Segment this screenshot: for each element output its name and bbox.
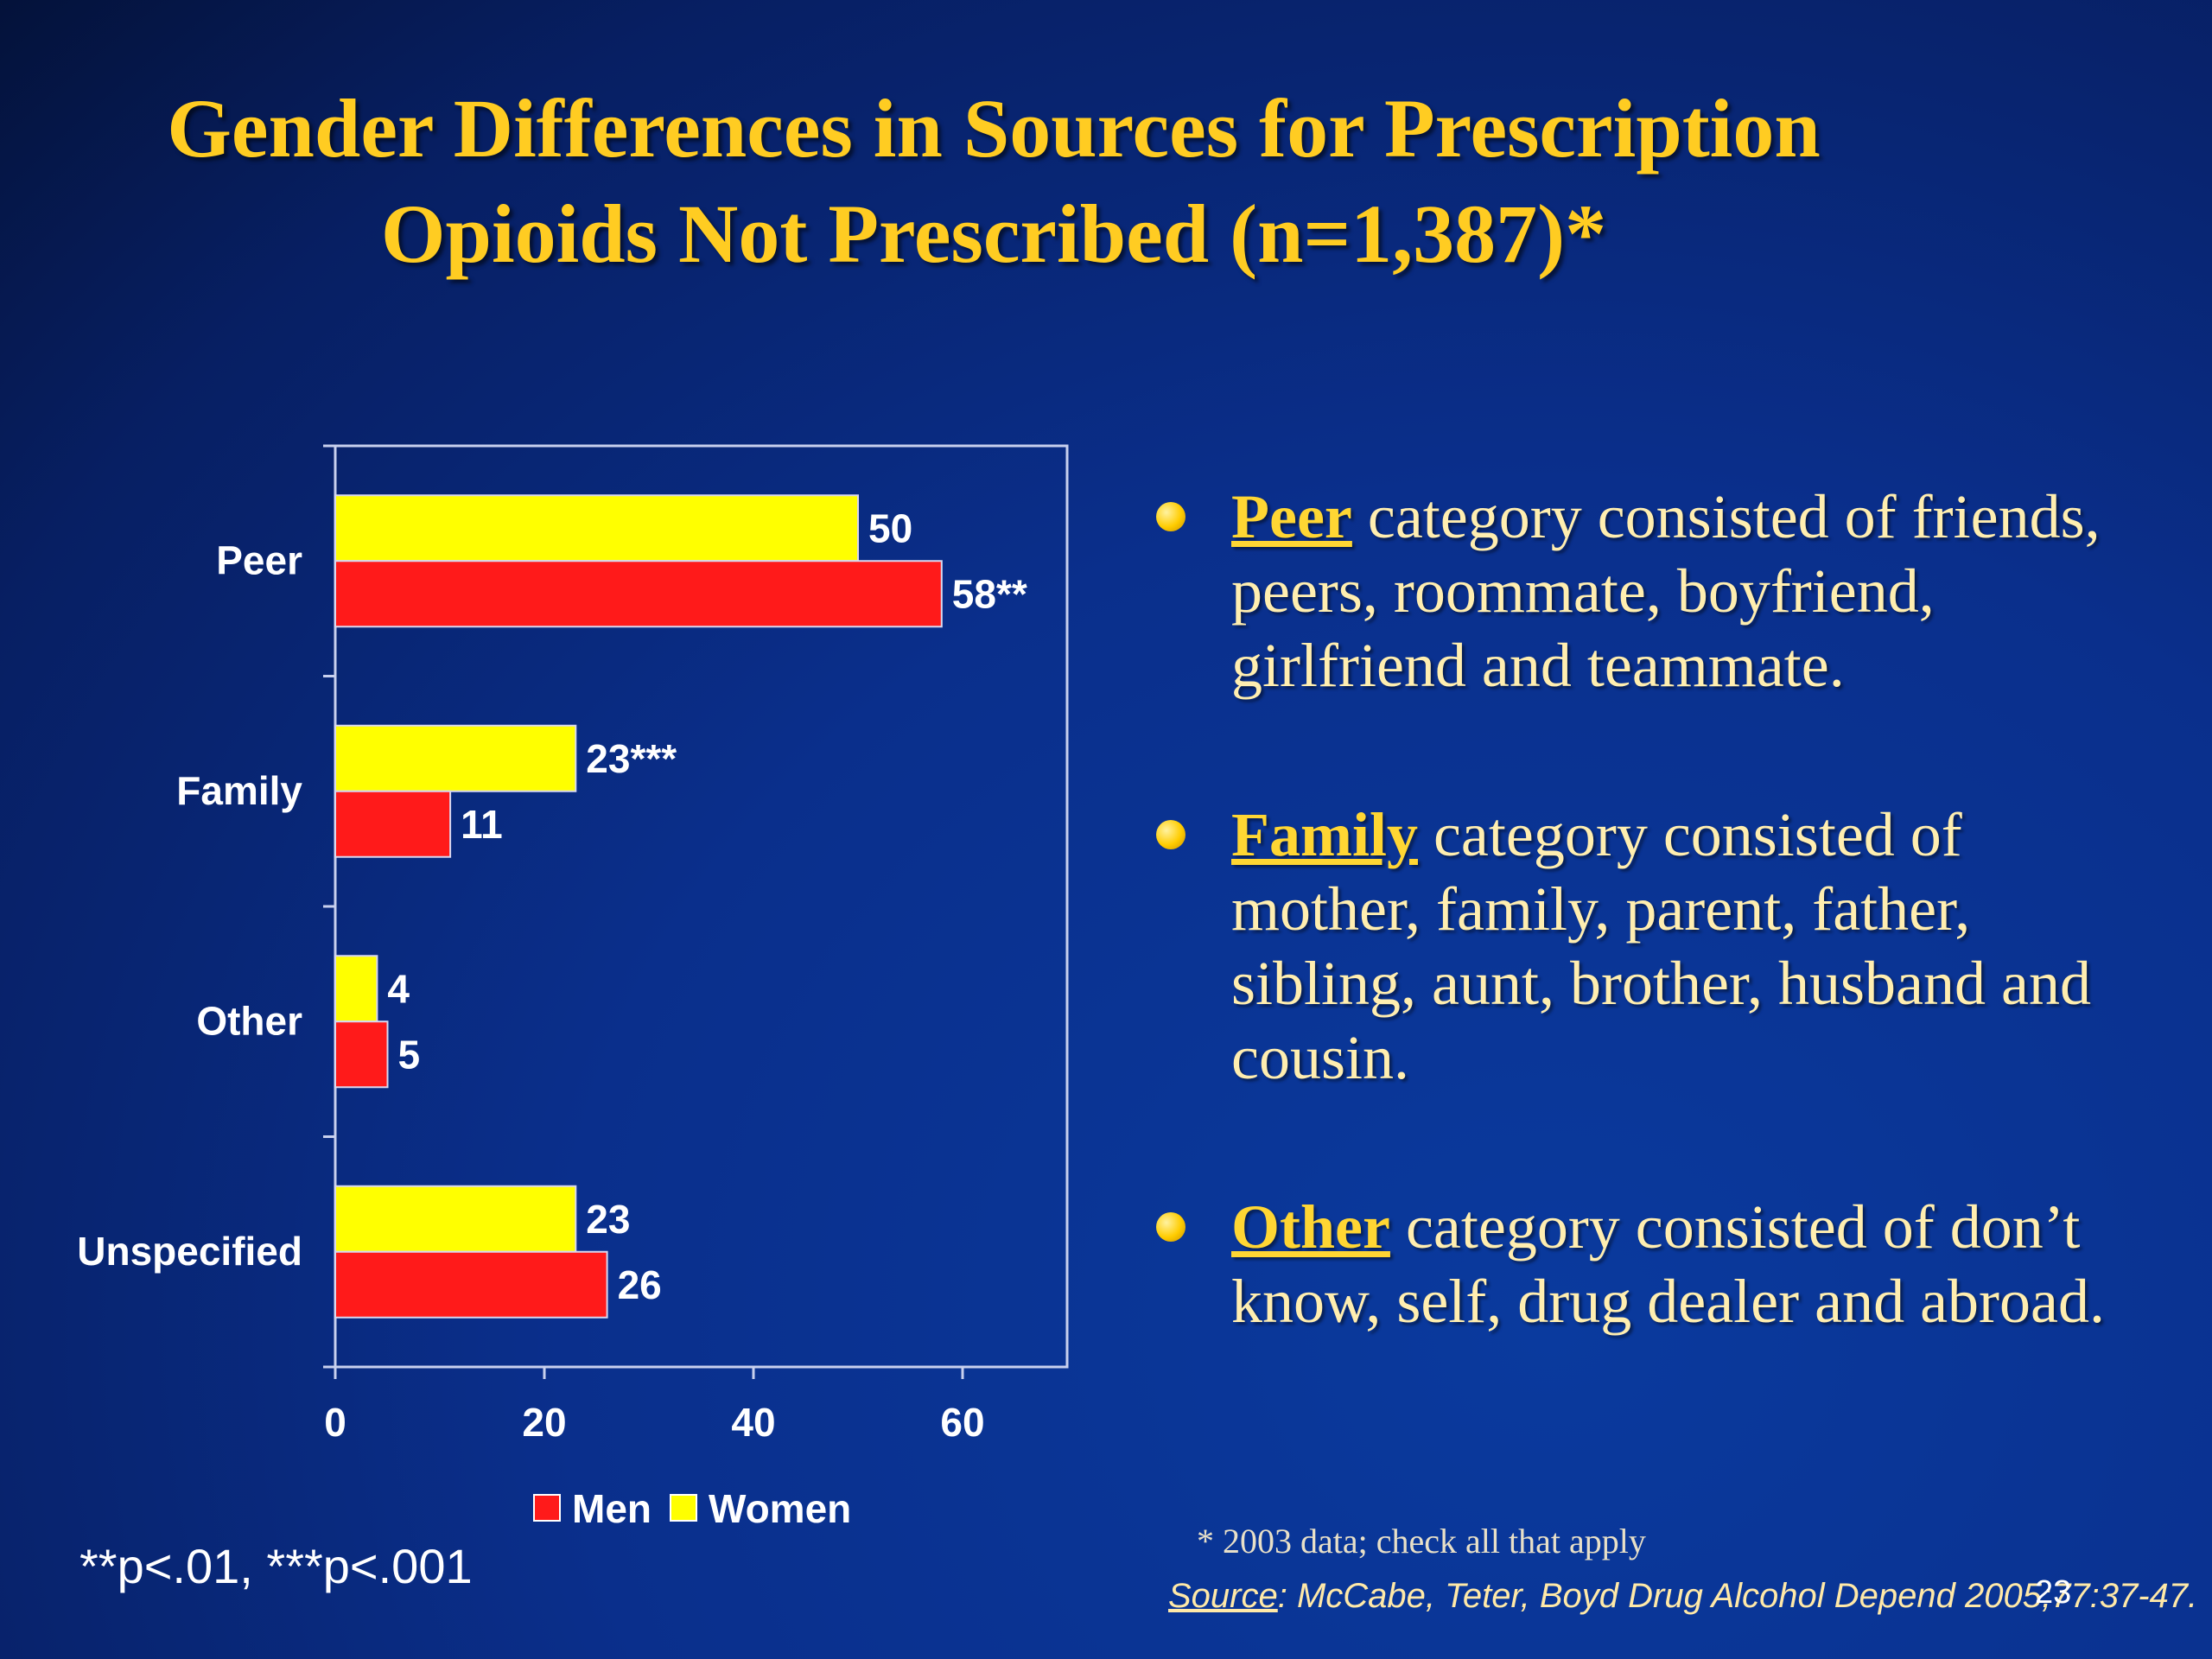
category-label: Other xyxy=(196,998,302,1043)
bullet-dot-icon xyxy=(1156,502,1185,531)
data-label: 4 xyxy=(387,966,410,1011)
legend-swatch-women xyxy=(670,1494,697,1522)
bullet-family: Family category consisted of mother, fam… xyxy=(1149,798,2143,1095)
slide-title: Gender Differences in Sources for Prescr… xyxy=(0,76,1987,287)
x-tick-label: 60 xyxy=(940,1400,984,1445)
category-label: Peer xyxy=(216,537,302,582)
data-label: 26 xyxy=(618,1262,662,1307)
bar-women xyxy=(334,494,859,563)
data-label: 50 xyxy=(868,505,912,550)
data-label: 58** xyxy=(952,571,1027,616)
category-label: Family xyxy=(176,768,302,813)
bar-men xyxy=(334,560,943,628)
bullet-dot-icon xyxy=(1156,1212,1185,1242)
legend-label: Women xyxy=(709,1486,851,1531)
x-tick-label: 20 xyxy=(522,1400,566,1445)
data-label: 23 xyxy=(586,1197,630,1242)
bar-men xyxy=(334,1020,389,1089)
title-line-2: Opioids Not Prescribed (n=1,387)* xyxy=(380,188,1607,280)
bullet-dot-icon xyxy=(1156,820,1185,849)
legend-swatch-men xyxy=(533,1494,561,1522)
bullet-text: category consisted of don’t know, self, … xyxy=(1231,1192,2105,1336)
bar-women xyxy=(334,1185,577,1253)
data-label: 23*** xyxy=(586,736,677,781)
source-label: Source xyxy=(1168,1577,1278,1615)
category-label: Unspecified xyxy=(77,1229,302,1274)
bullet-other: Other category consisted of don’t know, … xyxy=(1149,1190,2143,1338)
bar-chart: Peer 50 58** Family 23*** 11 Other 4 5 Unspecifie… xyxy=(77,444,1069,1531)
bar-women xyxy=(334,955,378,1023)
bar-men xyxy=(334,790,452,858)
bullet-text: category consisted of mother, family, pa… xyxy=(1231,800,2091,1092)
bar-women xyxy=(334,724,577,792)
bullet-term: Family xyxy=(1231,800,1418,869)
significance-note: **p<.01, ***p<.001 xyxy=(79,1539,473,1593)
source-citation: Source: McCabe, Teter, Boyd Drug Alcohol… xyxy=(1168,1577,2197,1616)
x-tick-label: 0 xyxy=(324,1400,346,1445)
title-line-1: Gender Differences in Sources for Prescr… xyxy=(167,82,1821,175)
page-number: 23 xyxy=(2035,1574,2072,1611)
bullet-term: Other xyxy=(1231,1192,1390,1262)
data-label: 5 xyxy=(398,1032,421,1077)
bullet-list: Peer category consisted of friends, peer… xyxy=(1149,480,2143,1433)
x-tick-label: 40 xyxy=(731,1400,775,1445)
bullet-text: category consisted of friends, peers, ro… xyxy=(1231,482,2101,700)
bullet-peer: Peer category consisted of friends, peer… xyxy=(1149,480,2143,702)
bullet-term: Peer xyxy=(1231,482,1352,551)
legend-label: Men xyxy=(572,1486,652,1531)
footnote: * 2003 data; check all that apply xyxy=(1197,1522,1646,1560)
source-text: : McCabe, Teter, Boyd Drug Alcohol Depen… xyxy=(1277,1577,2198,1615)
data-label: 11 xyxy=(461,802,503,847)
bar-men xyxy=(334,1250,608,1319)
